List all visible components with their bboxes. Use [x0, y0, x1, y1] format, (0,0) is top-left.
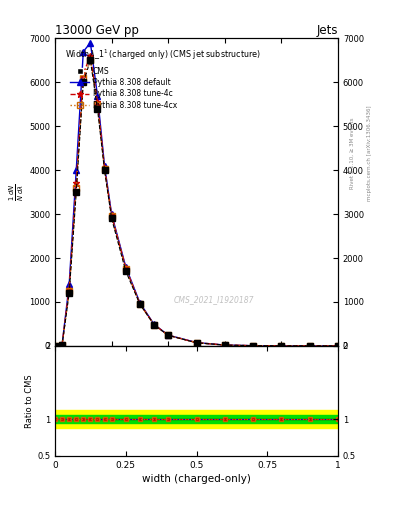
Pythia 8.308 tune-4c: [102, 165, 107, 171]
Pythia 8.308 tune-4cx: [95, 102, 100, 108]
Pythia 8.308 tune-4cx: [102, 166, 107, 173]
Pythia 8.308 default: [74, 167, 79, 173]
Pythia 8.308 tune-4c: [95, 99, 100, 105]
Pythia 8.308 default: [251, 343, 255, 349]
Pythia 8.308 default: [307, 343, 312, 349]
Pythia 8.308 tune-4cx: [138, 301, 142, 307]
Text: 13000 GeV pp: 13000 GeV pp: [55, 24, 139, 37]
Pythia 8.308 tune-4c: [53, 343, 57, 349]
Pythia 8.308 default: [336, 343, 340, 349]
Pythia 8.308 tune-4cx: [336, 343, 340, 349]
Pythia 8.308 tune-4c: [279, 343, 284, 349]
Pythia 8.308 default: [88, 40, 93, 46]
Pythia 8.308 tune-4c: [67, 286, 72, 292]
Pythia 8.308 default: [109, 211, 114, 217]
Pythia 8.308 tune-4c: [222, 342, 227, 348]
CMS: [194, 340, 199, 346]
Text: Rivet 3.1.10, ≥ 3M events: Rivet 3.1.10, ≥ 3M events: [350, 118, 355, 189]
Bar: [55, 415, 338, 423]
Pythia 8.308 tune-4cx: [88, 57, 93, 63]
Pythia 8.308 tune-4cx: [81, 75, 86, 81]
CMS: [53, 343, 57, 349]
Pythia 8.308 tune-4cx: [251, 343, 255, 349]
Pythia 8.308 tune-4c: [109, 212, 114, 219]
CMS: [166, 332, 171, 338]
Pythia 8.308 tune-4cx: [166, 332, 171, 338]
CMS: [251, 343, 255, 349]
CMS: [81, 79, 86, 86]
Line: Pythia 8.308 tune-4c: Pythia 8.308 tune-4c: [51, 53, 342, 349]
Pythia 8.308 default: [95, 93, 100, 99]
CMS: [307, 343, 312, 349]
Pythia 8.308 tune-4c: [81, 71, 86, 77]
Pythia 8.308 tune-4c: [194, 339, 199, 346]
Pythia 8.308 tune-4c: [336, 343, 340, 349]
Pythia 8.308 default: [53, 343, 57, 349]
Pythia 8.308 tune-4c: [88, 53, 93, 59]
Pythia 8.308 default: [194, 339, 199, 346]
Pythia 8.308 tune-4cx: [279, 343, 284, 349]
Pythia 8.308 tune-4c: [166, 332, 171, 338]
CMS: [152, 322, 156, 328]
Pythia 8.308 default: [60, 342, 64, 348]
Pythia 8.308 default: [81, 49, 86, 55]
Pythia 8.308 default: [279, 343, 284, 349]
Pythia 8.308 tune-4cx: [123, 266, 128, 272]
Pythia 8.308 default: [166, 332, 171, 338]
CMS: [138, 301, 142, 307]
Pythia 8.308 tune-4cx: [307, 343, 312, 349]
Pythia 8.308 default: [102, 163, 107, 169]
Pythia 8.308 tune-4c: [307, 343, 312, 349]
Pythia 8.308 tune-4cx: [60, 342, 64, 348]
Pythia 8.308 default: [222, 342, 227, 348]
Pythia 8.308 tune-4cx: [74, 185, 79, 191]
Pythia 8.308 tune-4cx: [194, 339, 199, 346]
Text: mcplots.cern.ch [arXiv:1306.3436]: mcplots.cern.ch [arXiv:1306.3436]: [367, 106, 373, 201]
Y-axis label: $\frac{1}{N}\frac{dN}{d\lambda}$: $\frac{1}{N}\frac{dN}{d\lambda}$: [8, 183, 26, 201]
CMS: [102, 167, 107, 173]
Text: Jets: Jets: [316, 24, 338, 37]
Pythia 8.308 default: [123, 264, 128, 270]
CMS: [222, 342, 227, 348]
Pythia 8.308 tune-4c: [251, 343, 255, 349]
Pythia 8.308 tune-4c: [123, 265, 128, 271]
CMS: [60, 342, 64, 348]
Y-axis label: Ratio to CMS: Ratio to CMS: [25, 374, 34, 428]
CMS: [336, 343, 340, 349]
CMS: [123, 268, 128, 274]
Pythia 8.308 default: [138, 300, 142, 306]
Text: CMS_2021_I1920187: CMS_2021_I1920187: [173, 295, 254, 304]
Line: Pythia 8.308 tune-4cx: Pythia 8.308 tune-4cx: [52, 57, 341, 349]
Pythia 8.308 tune-4c: [60, 342, 64, 348]
Legend: CMS, Pythia 8.308 default, Pythia 8.308 tune-4c, Pythia 8.308 tune-4cx: CMS, Pythia 8.308 default, Pythia 8.308 …: [67, 63, 180, 113]
Pythia 8.308 default: [67, 281, 72, 287]
Pythia 8.308 tune-4c: [152, 322, 156, 328]
Bar: [55, 410, 338, 428]
Pythia 8.308 tune-4cx: [67, 288, 72, 294]
Pythia 8.308 tune-4c: [138, 301, 142, 307]
Pythia 8.308 tune-4cx: [109, 213, 114, 219]
Text: Width$\,\lambda\_1^1\!$ (charged only) (CMS jet substructure): Width$\,\lambda\_1^1\!$ (charged only) (…: [64, 48, 261, 62]
Pythia 8.308 tune-4c: [74, 180, 79, 186]
Pythia 8.308 tune-4cx: [222, 342, 227, 348]
Pythia 8.308 tune-4cx: [53, 343, 57, 349]
Line: Pythia 8.308 default: Pythia 8.308 default: [52, 40, 341, 349]
Line: CMS: CMS: [52, 57, 341, 349]
CMS: [88, 57, 93, 63]
CMS: [74, 189, 79, 195]
Pythia 8.308 tune-4cx: [152, 322, 156, 328]
X-axis label: width (charged-only): width (charged-only): [142, 474, 251, 484]
Pythia 8.308 default: [152, 321, 156, 327]
CMS: [95, 105, 100, 112]
CMS: [109, 216, 114, 222]
CMS: [67, 290, 72, 296]
CMS: [279, 343, 284, 349]
